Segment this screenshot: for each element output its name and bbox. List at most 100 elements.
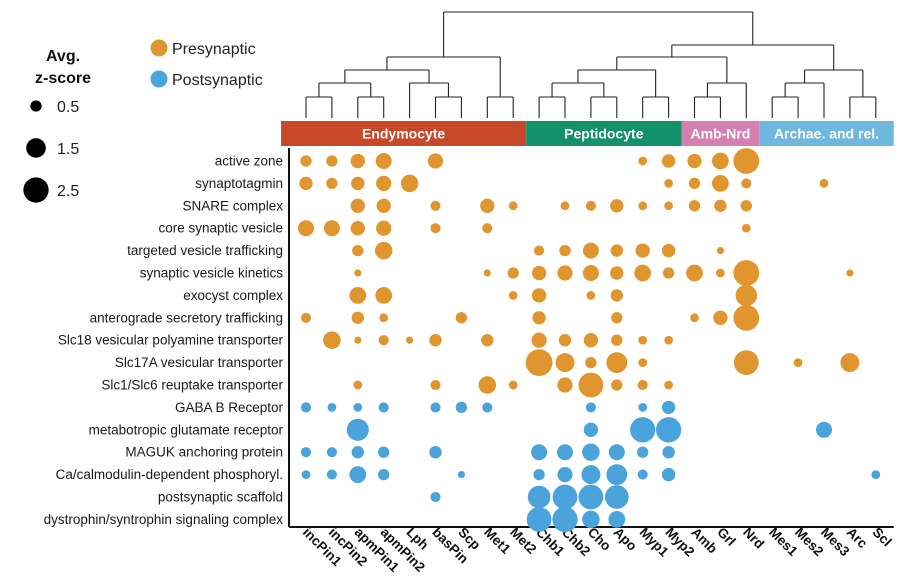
group-bar: Endymocyte Peptidocyte Amb-Nrd Archae. and … [281, 121, 894, 146]
bubble [525, 349, 553, 376]
bubble [478, 376, 497, 394]
bubble [819, 179, 829, 188]
group-band-amb-nrd [681, 121, 760, 146]
bubble [557, 444, 573, 461]
bubble [557, 377, 573, 393]
bubble [555, 353, 575, 373]
bubble [664, 179, 673, 188]
bubble [610, 199, 624, 213]
legend-category-swatch [150, 70, 168, 88]
bubble [351, 311, 364, 324]
bubble [638, 403, 648, 412]
bubble [606, 352, 628, 374]
bubble [733, 304, 760, 331]
bubble [354, 336, 362, 344]
bubble [300, 447, 312, 458]
bubble [637, 379, 648, 391]
bubble [664, 201, 673, 211]
bubble [482, 402, 493, 413]
bubble [793, 358, 803, 367]
bubble [429, 334, 442, 347]
bubble [507, 267, 519, 279]
row-label: Slc1/Slc6 reuptake transporter [101, 378, 283, 393]
bubble [634, 264, 652, 282]
bubble [375, 287, 393, 304]
bubble [840, 353, 860, 373]
bubble [552, 506, 578, 533]
bubble [455, 312, 468, 324]
bubble [532, 311, 546, 325]
group-band-peptidocyte [526, 121, 682, 146]
bubble [508, 380, 518, 390]
row-label: postsynaptic scaffold [158, 490, 283, 505]
bubble [299, 176, 313, 191]
column-labels: incPin1incPin2apmPin1apmPin2LphbasPinScp… [300, 525, 895, 576]
legend-size-label: 0.5 [57, 99, 79, 116]
bubble [630, 417, 656, 443]
bubble [716, 247, 724, 255]
row-label: Ca/calmodulin-dependent phosphoryl. [56, 467, 283, 482]
bubble [480, 198, 495, 213]
bubble [527, 485, 551, 509]
bubble [611, 379, 623, 391]
row-label: metabotropic glutamate receptor [89, 422, 284, 437]
bubble [664, 380, 673, 390]
bubble [583, 333, 599, 348]
column-label: Nrd [740, 525, 767, 552]
bubble [326, 469, 337, 480]
bubble [846, 269, 854, 277]
bubble [326, 177, 338, 190]
bubble [611, 334, 623, 346]
bubble [349, 287, 367, 304]
legend-size-title: z-score [35, 70, 91, 87]
column-label: Mes2 [792, 525, 826, 559]
bubble [300, 155, 312, 167]
bubble [326, 155, 338, 167]
bubble [582, 510, 600, 529]
legend-category-label: Postsynaptic [172, 72, 263, 89]
legend: Avg. z-score 0.5 1.5 2.5 Presynaptic Postsynap… [23, 39, 263, 203]
bubble [661, 243, 676, 258]
row-label: MAGUK anchoring protein [125, 445, 283, 460]
bubble [578, 484, 604, 510]
bubble [378, 468, 390, 481]
bubble [376, 198, 391, 213]
row-label: exocyst complex [183, 288, 283, 303]
bubble [457, 471, 465, 479]
column-label: Apo [611, 525, 640, 554]
bubble [531, 332, 547, 348]
bubble [346, 418, 369, 441]
bubble [353, 380, 363, 390]
bubble [352, 244, 364, 257]
legend-size-marker [23, 177, 49, 203]
bubble [816, 421, 832, 438]
bubble [635, 243, 650, 258]
dendrogram [305, 11, 877, 118]
bubble [353, 403, 363, 412]
bubble [508, 201, 518, 211]
bubble [483, 269, 491, 277]
bubble [638, 335, 648, 345]
bubble [610, 289, 623, 302]
row-label: anterograde secretory trafficking [90, 310, 283, 325]
bubble [552, 484, 578, 510]
bubble [481, 334, 494, 347]
column-label: Mes1 [766, 525, 801, 560]
bubble [430, 223, 441, 234]
bubble [300, 312, 312, 323]
bubble [735, 284, 758, 307]
bubble [582, 242, 599, 259]
bubble [687, 153, 702, 169]
bubble [526, 507, 552, 532]
bubble [661, 400, 676, 415]
legend-category-label: Presynaptic [172, 41, 256, 58]
row-label: SNARE complex [182, 198, 283, 213]
group-band-endymocyte [281, 121, 527, 146]
bubble [637, 446, 649, 458]
row-label: core synaptic vesicle [158, 221, 283, 236]
bubble [427, 153, 444, 169]
bubble [374, 241, 393, 260]
bubble [560, 201, 570, 211]
bubble [688, 177, 701, 190]
